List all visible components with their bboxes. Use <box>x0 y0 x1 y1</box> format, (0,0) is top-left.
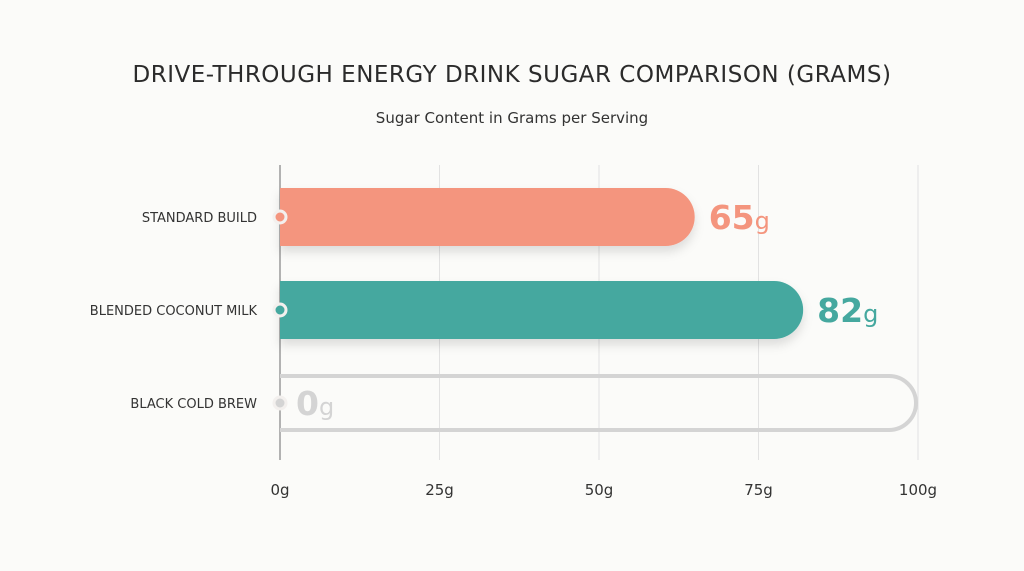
value-label: 65g <box>709 198 770 237</box>
bar-start-marker <box>272 302 288 318</box>
value-number: 82 <box>817 291 863 330</box>
empty-bar-track <box>280 374 918 432</box>
bar-start-marker <box>272 395 288 411</box>
category-label: STANDARD BUILD <box>142 211 257 226</box>
value-unit: g <box>319 393 334 421</box>
x-tick-label: 50g <box>585 481 614 499</box>
bar <box>280 188 695 246</box>
x-tick-label: 100g <box>899 481 937 499</box>
chart-subtitle: Sugar Content in Grams per Serving <box>375 109 649 127</box>
value-number: 0 <box>296 384 319 423</box>
value-label: 0g <box>296 384 334 423</box>
bar-start-marker <box>272 209 288 225</box>
x-tick-label: 0g <box>270 481 289 499</box>
category-label: BLENDED COCONUT MILK <box>90 304 258 319</box>
value-number: 65 <box>709 198 755 237</box>
chart-title: DRIVE-THROUGH ENERGY DRINK SUGAR COMPARI… <box>132 62 892 88</box>
value-unit: g <box>863 300 878 328</box>
value-unit: g <box>755 207 770 235</box>
category-label: BLACK COLD BREW <box>130 397 257 412</box>
bar <box>280 281 804 339</box>
value-label: 82g <box>817 291 878 330</box>
x-tick-label: 25g <box>425 481 454 499</box>
x-tick-label: 75g <box>744 481 773 499</box>
